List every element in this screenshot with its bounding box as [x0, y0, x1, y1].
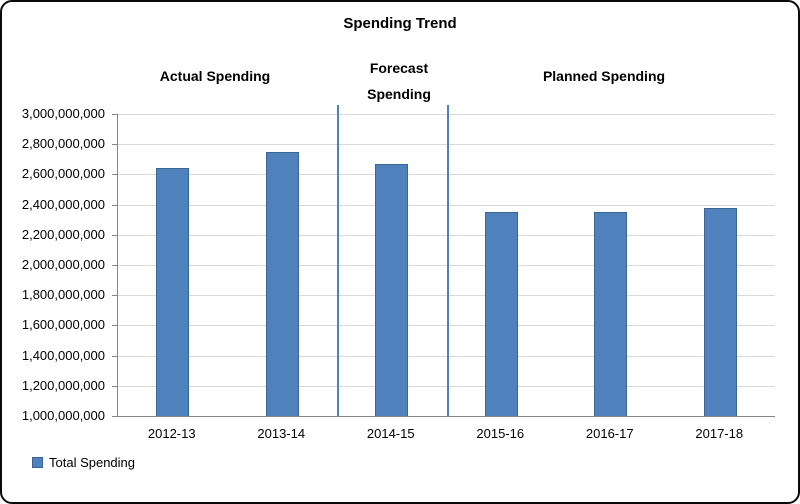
y-tick-label: 2,000,000,000 [21, 257, 105, 272]
x-category-label: 2013-14 [257, 426, 306, 441]
bar-2013-14 [265, 151, 299, 416]
legend: Total Spending [32, 455, 135, 470]
y-tick-label: 2,600,000,000 [21, 166, 105, 182]
y-tick-mark [112, 416, 118, 417]
bar-2014-15 [375, 163, 409, 416]
annotation-actual-spending: Actual Spending [159, 68, 271, 84]
x-category-label: 2017-18 [695, 426, 744, 441]
x-category-label: 2012-13 [147, 426, 196, 441]
y-axis-labels: 1,000,000,000 1,200,000,000 1,400,000,000 1… [2, 106, 111, 423]
y-tick-mark [112, 265, 118, 266]
y-tick-mark [112, 385, 118, 387]
legend-label: Total Spending [49, 455, 136, 470]
y-tick-label: 2,200,000,000 [21, 226, 105, 242]
y-tick-mark [112, 325, 118, 327]
x-category-label: 2015-16 [476, 426, 525, 441]
section-divider-line [446, 105, 449, 416]
y-tick-label: 1,200,000,000 [21, 377, 105, 393]
y-tick-label: 1,400,000,000 [21, 347, 105, 363]
legend-swatch [32, 457, 43, 468]
y-tick-label: 2,400,000,000 [21, 196, 105, 212]
y-tick-mark [112, 355, 118, 357]
y-tick-mark [112, 144, 118, 146]
y-tick-mark [112, 204, 118, 206]
annotation-forecast-spending: Forecast Spending [367, 60, 431, 102]
bar-2012-13 [156, 168, 190, 416]
x-axis-labels: 2012-13 2013-14 2014-15 2015-16 2016-17 2017-… [117, 426, 775, 446]
y-tick-label: 2,800,000,000 [21, 136, 105, 152]
y-tick-mark [112, 114, 118, 115]
section-divider-line [337, 105, 339, 416]
y-tick-label: 3,000,000,000 [21, 106, 105, 121]
y-tick-mark [112, 174, 118, 176]
y-tick-label: 1,600,000,000 [21, 317, 105, 333]
bar-2016-17 [594, 212, 628, 416]
annotation-planned-spending: Planned Spending [542, 68, 666, 84]
x-category-label: 2016-17 [585, 426, 634, 441]
chart-title: Spending Trend [343, 15, 457, 32]
x-category-label: 2014-15 [366, 426, 415, 441]
bar-2017-18 [703, 207, 737, 416]
y-tick-mark [112, 234, 118, 236]
y-tick-label: 1,800,000,000 [21, 287, 105, 303]
bar-2015-16 [484, 212, 518, 416]
y-tick-label: 1,000,000,000 [21, 408, 105, 423]
plot-area [112, 105, 775, 417]
y-tick-mark [112, 295, 118, 297]
